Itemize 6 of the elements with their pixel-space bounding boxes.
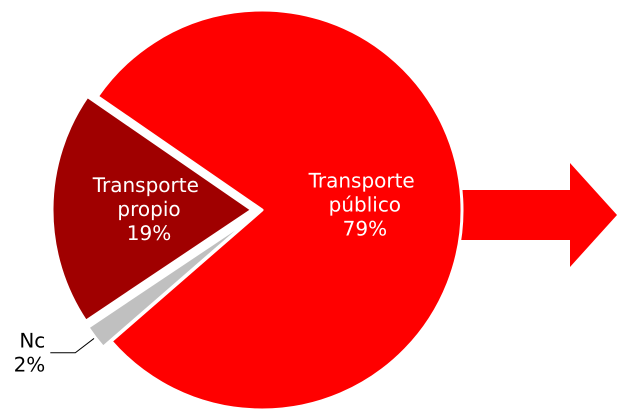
slice-label: Transporte propio xyxy=(92,173,206,222)
data-label: 79% xyxy=(342,216,388,240)
data-label: 19% xyxy=(126,221,172,246)
slice-label: Nc xyxy=(19,328,46,353)
data-label: 2% xyxy=(14,352,46,377)
slice-label: Transporte público xyxy=(308,168,422,216)
